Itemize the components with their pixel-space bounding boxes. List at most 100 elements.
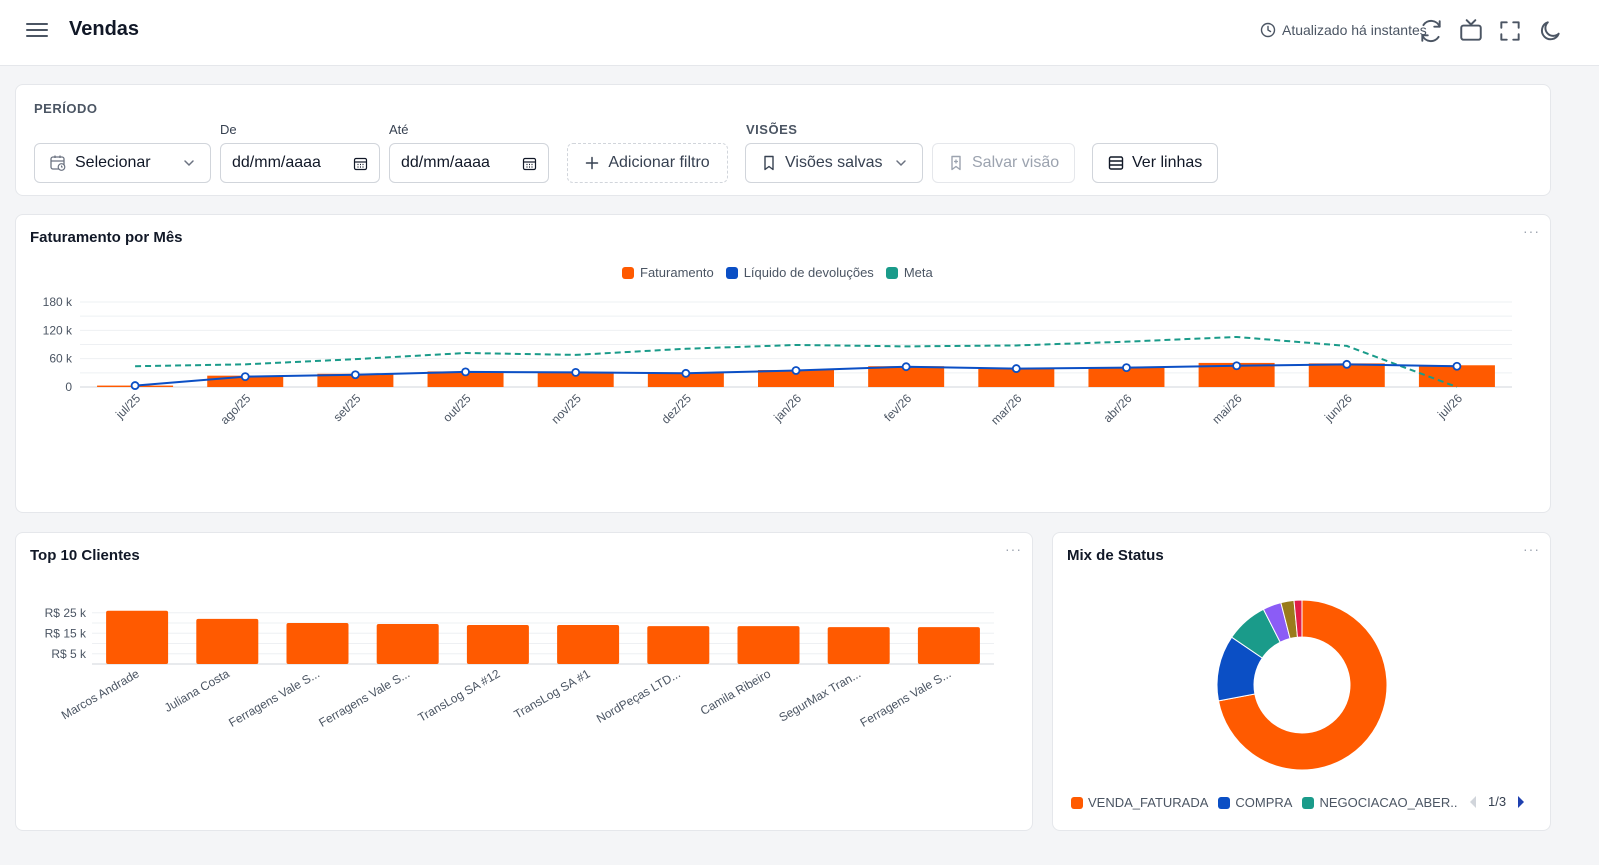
- donut-slice: [1217, 599, 1388, 771]
- legend-item[interactable]: VENDA_FATURADA: [1088, 795, 1209, 810]
- chevron-left-icon[interactable]: [1468, 795, 1478, 809]
- y-tick-label: R$ 15 k: [45, 626, 87, 640]
- x-tick-label: Camila Ribeiro: [698, 666, 773, 718]
- moon-icon[interactable]: [1537, 18, 1563, 44]
- monthly-revenue-chart: 0 60 k 120 k 180 k jul/25 ago/25 set/25 out/25 n…: [43, 295, 1512, 428]
- x-tick-label: ago/25: [217, 391, 253, 427]
- client-bar: [557, 625, 620, 664]
- legend-swatch: [725, 266, 738, 279]
- legend-swatch: [1302, 796, 1315, 809]
- status-mix-card: Mix de Status ··· VENDA_FATURADA COMPRA …: [1052, 532, 1551, 831]
- menu-icon[interactable]: [24, 18, 50, 44]
- net-revenue-point: [901, 362, 911, 372]
- refresh-icon[interactable]: [1418, 18, 1444, 44]
- calendar-icon[interactable]: [522, 156, 537, 171]
- y-tick-label: 120 k: [43, 323, 73, 337]
- bookmark-plus-icon: [951, 155, 961, 171]
- client-bar: [286, 623, 349, 664]
- x-tick-label: Ferragens Vale S...: [226, 666, 322, 729]
- view-rows-label: Ver linhas: [1132, 154, 1203, 171]
- more-options-icon[interactable]: ···: [1523, 541, 1540, 557]
- save-view-button[interactable]: Salvar visão: [932, 143, 1075, 183]
- revenue-bar: [317, 373, 394, 387]
- calendar-clock-icon: [50, 155, 66, 171]
- revenue-bar: [97, 385, 174, 387]
- view-rows-button[interactable]: Ver linhas: [1092, 143, 1218, 183]
- legend-item[interactable]: Meta: [903, 265, 933, 280]
- y-tick-label: 0: [65, 380, 72, 394]
- y-tick-label: R$ 5 k: [51, 647, 87, 661]
- add-filter-button[interactable]: Adicionar filtro: [567, 143, 728, 183]
- x-tick-label: Juliana Costa: [162, 666, 232, 715]
- legend-pager: 1/3: [1468, 794, 1526, 809]
- bookmark-icon: [764, 155, 774, 171]
- chevron-right-icon[interactable]: [1516, 795, 1526, 809]
- plus-icon: [586, 156, 599, 170]
- saved-views-label: Visões salvas: [785, 154, 883, 171]
- more-options-icon[interactable]: ···: [1005, 541, 1022, 557]
- from-date-input[interactable]: dd/mm/aaaa: [220, 143, 380, 183]
- net-revenue-line: [134, 363, 1457, 387]
- client-bar: [827, 627, 890, 664]
- donut-slice: [1293, 599, 1303, 638]
- x-tick-label: TransLog SA #12: [415, 666, 502, 724]
- legend-swatch: [622, 266, 634, 279]
- revenue-bar: [537, 371, 614, 387]
- client-bar: [917, 627, 980, 664]
- net-revenue-point: [681, 368, 691, 378]
- save-view-label: Salvar visão: [972, 154, 1060, 171]
- more-options-icon[interactable]: ···: [1523, 223, 1540, 239]
- last-updated-text: Atualizado há instantes: [1282, 22, 1427, 38]
- status-donut-chart: [1216, 599, 1388, 771]
- saved-views-select[interactable]: Visões salvas: [745, 143, 923, 183]
- y-tick-label: 60 k: [49, 352, 73, 366]
- fullscreen-icon[interactable]: [1497, 18, 1523, 44]
- revenue-bar: [1418, 365, 1495, 387]
- table-rows-icon: [1108, 156, 1124, 170]
- revenue-bar: [978, 368, 1055, 387]
- x-tick-label: nov/25: [548, 391, 584, 427]
- page-title: Vendas: [69, 18, 140, 40]
- legend-item[interactable]: Faturamento: [640, 265, 714, 280]
- legend-swatch: [1218, 796, 1231, 809]
- chevron-down-icon: [896, 160, 906, 167]
- legend-swatch: [1071, 796, 1083, 809]
- period-select[interactable]: Selecionar: [34, 143, 211, 183]
- x-tick-label: mai/26: [1209, 391, 1245, 427]
- to-date-input[interactable]: dd/mm/aaaa: [389, 143, 549, 183]
- client-bar: [466, 625, 529, 664]
- net-revenue-point: [1452, 361, 1462, 371]
- calendar-icon[interactable]: [353, 156, 368, 171]
- revenue-bar: [757, 370, 835, 387]
- net-revenue-point: [1342, 359, 1352, 369]
- revenue-bar: [868, 366, 945, 387]
- x-tick-label: abr/26: [1101, 391, 1135, 425]
- top-clients-chart: R$ 5 k R$ 15 k R$ 25 k Marcos Andrade Julian…: [45, 606, 994, 730]
- from-date-placeholder: dd/mm/aaaa: [232, 154, 321, 171]
- period-label: PERÍODO: [34, 101, 98, 116]
- y-tick-label: 180 k: [43, 295, 73, 309]
- x-tick-label: jul/25: [112, 391, 143, 422]
- legend-item[interactable]: Líquido de devoluções: [743, 265, 874, 280]
- net-revenue-point: [130, 381, 140, 390]
- legend-item[interactable]: COMPRA: [1235, 795, 1293, 810]
- to-date-label: Até: [389, 122, 409, 137]
- client-bar: [737, 626, 800, 664]
- legend-item[interactable]: NEGOCIACAO_ABER..: [1319, 795, 1458, 810]
- clock-icon: [1260, 22, 1276, 38]
- monthly-legend: Faturamento Líquido de devoluções Meta: [622, 265, 933, 280]
- net-revenue-point: [1232, 361, 1242, 371]
- x-tick-label: set/25: [330, 391, 363, 424]
- client-bar: [196, 618, 259, 664]
- revenue-bar: [1198, 362, 1275, 387]
- net-revenue-point: [571, 367, 581, 377]
- x-tick-label: Ferragens Vale S...: [316, 666, 412, 729]
- net-revenue-point: [1122, 363, 1131, 373]
- revenue-bar: [207, 375, 284, 387]
- top-clients-card: Top 10 Clientes ··· R$ 5 k R$ 15 k R$ 25 k…: [15, 532, 1033, 831]
- x-tick-label: jun/26: [1321, 391, 1355, 425]
- tv-icon[interactable]: [1458, 18, 1484, 44]
- to-date-placeholder: dd/mm/aaaa: [401, 154, 490, 171]
- revenue-bar: [1088, 367, 1165, 387]
- client-bar: [106, 610, 169, 664]
